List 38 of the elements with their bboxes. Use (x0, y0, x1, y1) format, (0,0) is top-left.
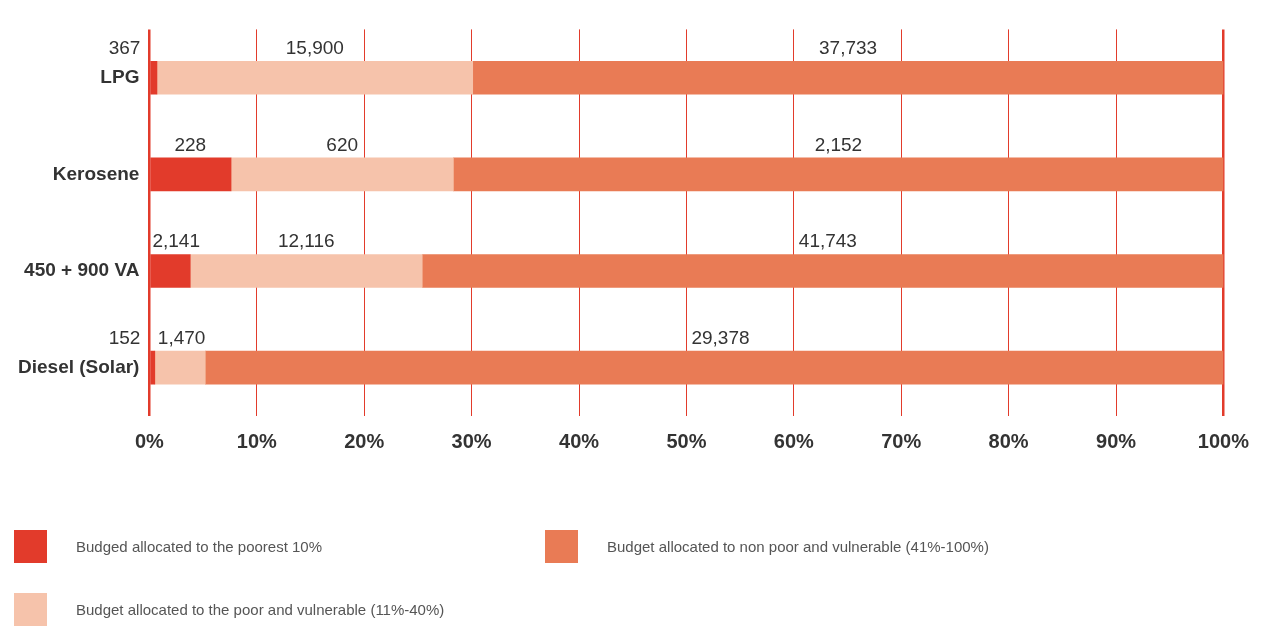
bar (154, 350, 206, 385)
bar (230, 157, 454, 192)
bar (421, 254, 1224, 288)
annotation: 1,470 (157, 326, 206, 348)
text: 152 (108, 326, 141, 348)
x-tick-label: 70% (881, 429, 922, 452)
bar (453, 157, 1224, 192)
bar (156, 60, 474, 95)
annotation: 15,900 (285, 36, 344, 58)
x-tick-label: 50% (666, 429, 707, 452)
y-tick-label: 450 + 900 VA (24, 259, 140, 281)
annotation: 2,141 (152, 230, 200, 252)
bar (189, 254, 423, 288)
legend-label: Budget allocated to the poor and vulnerable (11%-40%) (76, 601, 445, 618)
x-tick-label: 20% (344, 429, 385, 452)
x-tick-label: 30% (451, 429, 492, 452)
x-tick-label: 80% (988, 429, 1029, 452)
annotation: 29,378 (691, 326, 750, 348)
x-tick-label: 0% (134, 429, 165, 452)
x-tick-label: 10% (236, 429, 278, 452)
y-tick-label: LPG (100, 65, 140, 87)
annotation: 620 (326, 133, 359, 155)
bar (472, 60, 1224, 95)
y-tick-label: Kerosene (52, 162, 140, 184)
annotation: 2,152 (814, 133, 863, 155)
legend-label: Budget allocated to non poor and vulnerable (41%-100%) (607, 538, 989, 555)
x-tick-label: 60% (773, 429, 815, 452)
bar (204, 350, 1224, 385)
x-tick-label: 40% (559, 429, 600, 452)
legend-label: Budged allocated to the poorest 10% (76, 538, 323, 555)
annotation: 41,743 (798, 230, 857, 252)
annotation: 12,116 (277, 230, 335, 252)
annotation: 37,733 (819, 36, 878, 58)
annotation: 228 (174, 133, 207, 155)
y-tick-label: Diesel (Solar) (17, 355, 140, 377)
x-tick-label: 90% (1096, 429, 1137, 452)
x-tick-label: 100% (1197, 429, 1250, 452)
text: 367 (108, 36, 141, 58)
